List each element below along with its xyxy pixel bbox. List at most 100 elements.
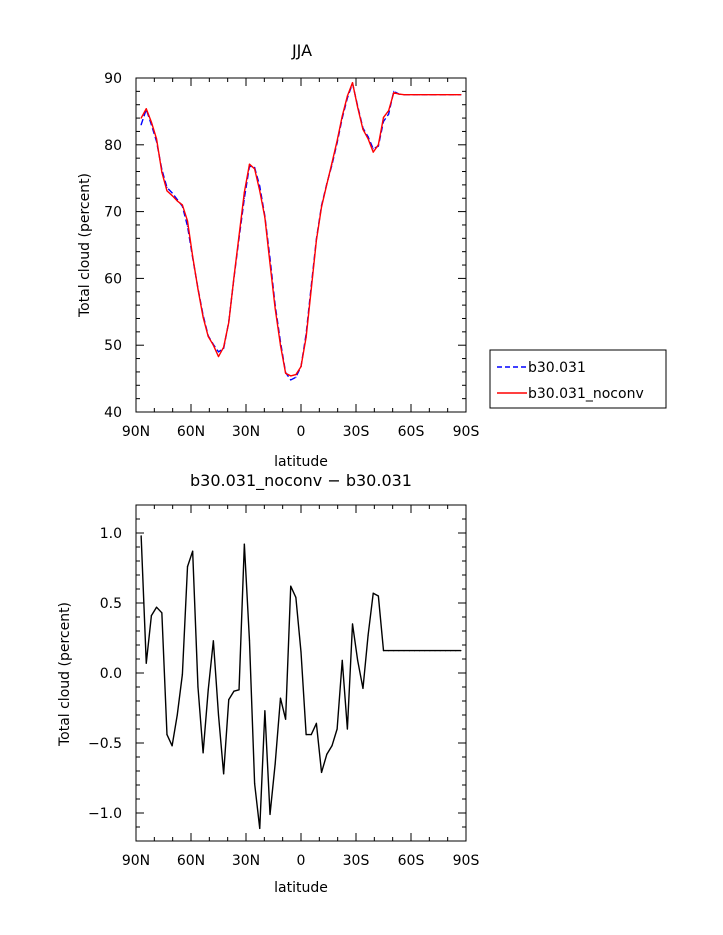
bottom-series-0-point — [233, 690, 235, 692]
bottom-plot-frame — [135, 504, 467, 842]
top-series-1-point — [336, 140, 338, 142]
top-series-1-point — [444, 94, 447, 96]
top-series-1-point — [393, 92, 395, 94]
top-series-1-point — [150, 121, 152, 123]
top-series-1-point — [320, 206, 323, 208]
top-series-1-point — [192, 255, 194, 257]
top-y-tick-label: 80 — [104, 138, 122, 154]
bottom-x-tick-label: 0 — [297, 853, 306, 869]
top-series-1-point — [254, 168, 256, 170]
top-series-1-point — [424, 94, 426, 96]
top-y-ticks: 40 50 60 70 80 90 — [104, 71, 466, 421]
top-x-tick-label: 30N — [232, 424, 260, 440]
top-series-1-point — [197, 288, 199, 290]
bottom-series-0-point — [377, 595, 379, 597]
bottom-x-tick-label: 30N — [232, 853, 260, 869]
bottom-series-0-point — [285, 718, 287, 720]
bottom-series-line-0 — [140, 535, 461, 830]
bottom-series-0-point — [382, 650, 385, 652]
top-series-1-point — [305, 336, 307, 338]
top-series-1-point — [357, 106, 359, 108]
top-series-1-point — [367, 138, 369, 140]
bottom-series-0-point — [186, 566, 189, 568]
bottom-series-0-point — [248, 640, 251, 642]
bottom-series-0-point — [181, 673, 183, 676]
bottom-series-0-point — [269, 813, 271, 816]
bottom-series-0-point — [207, 689, 209, 691]
bottom-series-0-point — [290, 585, 292, 587]
top-series-1-point — [285, 372, 287, 374]
top-series-1-point — [155, 138, 158, 140]
bottom-x-tick-label: 30S — [343, 853, 370, 869]
top-series-0-point — [259, 185, 261, 187]
bottom-series-0-point — [450, 650, 452, 652]
bottom-y-axis-label: Total cloud (percent) — [57, 602, 73, 747]
bottom-y-tick-label: −0.5 — [88, 736, 122, 752]
bottom-x-tick-label: 90N — [122, 853, 150, 869]
bottom-series-0-point — [346, 728, 348, 730]
top-y-tick-label: 70 — [104, 205, 122, 221]
top-series-1-point — [388, 110, 390, 112]
bottom-series-0-point — [202, 752, 204, 754]
top-series-1-point — [181, 204, 183, 206]
top-series-1-point — [145, 108, 147, 110]
top-series-1-point — [331, 162, 333, 164]
top-series-1-point — [171, 194, 173, 197]
bottom-series-0-point — [362, 687, 364, 690]
bottom-series-0-point — [413, 650, 416, 652]
top-series-1-point — [248, 163, 251, 165]
top-series-1-point — [166, 190, 168, 192]
top-series-1-point — [326, 183, 328, 185]
bottom-series-0-point — [228, 699, 230, 701]
bottom-series-0-point — [166, 734, 168, 736]
bottom-series-0-point — [336, 728, 338, 730]
top-series-1-point — [264, 217, 266, 219]
top-x-tick-label: 60S — [398, 424, 425, 440]
top-series-1-point — [351, 82, 354, 84]
top-series-line-1 — [140, 81, 461, 377]
top-series-1-point — [269, 263, 271, 265]
bottom-y-tick-label: 0.0 — [100, 666, 122, 682]
top-series-1-point — [228, 321, 230, 324]
bottom-series-0-point — [444, 650, 447, 652]
top-series-1-point — [290, 375, 292, 377]
top-series-0-point — [388, 113, 390, 115]
bottom-series-0-point — [455, 650, 457, 652]
bottom-series-0-point — [331, 745, 333, 747]
top-series-1-point — [140, 117, 142, 119]
bottom-series-0-point — [217, 714, 220, 716]
bottom-y-tick-label: 1.0 — [100, 526, 122, 542]
bottom-series-0-point — [279, 697, 282, 699]
top-series-1-point — [413, 94, 416, 96]
bottom-series-0-point — [434, 650, 436, 652]
top-series-1-point — [377, 144, 379, 146]
top-series-1-point — [362, 128, 364, 131]
top-x-tick-label: 90S — [453, 424, 480, 440]
bottom-series-0-point — [357, 659, 359, 662]
top-series-1-point — [408, 94, 410, 96]
bottom-series-0-point — [403, 650, 405, 652]
top-x-tick-label: 0 — [297, 424, 306, 440]
top-series-0-point — [290, 379, 292, 381]
top-series-1-point — [439, 94, 441, 96]
top-series-1-point — [223, 346, 225, 348]
top-series-1-point — [300, 365, 302, 368]
bottom-series-0-point — [238, 689, 240, 691]
bottom-series-0-point — [398, 650, 400, 652]
bottom-series-0-point — [393, 650, 395, 652]
bottom-series-0-point — [341, 659, 343, 662]
bottom-series-0-point — [264, 710, 266, 712]
bottom-series-0-point — [367, 634, 369, 636]
top-series-1-point — [259, 190, 261, 192]
bottom-series-0-point — [161, 612, 163, 614]
top-series-1-point — [346, 95, 348, 97]
top-x-tick-label: 60N — [177, 424, 205, 440]
bottom-series-0-point — [419, 650, 421, 652]
bottom-series-0-point — [274, 763, 276, 765]
top-series-0-point — [372, 148, 374, 150]
legend-label-b30-031: b30.031 — [528, 360, 586, 376]
top-chart: JJA 90N 60N 30N 0 30S 60S 90S 40 50 60 70 80 90 lat… — [77, 41, 667, 470]
bottom-x-tick-label: 90S — [453, 853, 480, 869]
bottom-series-0-point — [295, 596, 297, 599]
